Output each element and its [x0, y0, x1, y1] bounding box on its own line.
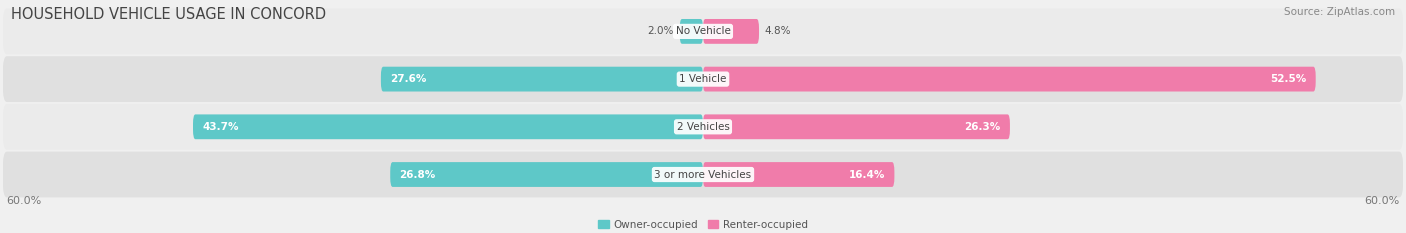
FancyBboxPatch shape [703, 162, 894, 187]
Text: 26.3%: 26.3% [965, 122, 1001, 132]
Legend: Owner-occupied, Renter-occupied: Owner-occupied, Renter-occupied [595, 216, 811, 233]
FancyBboxPatch shape [381, 67, 703, 92]
Text: No Vehicle: No Vehicle [675, 26, 731, 36]
Text: HOUSEHOLD VEHICLE USAGE IN CONCORD: HOUSEHOLD VEHICLE USAGE IN CONCORD [11, 7, 326, 22]
Text: 60.0%: 60.0% [1364, 196, 1400, 206]
Text: 1 Vehicle: 1 Vehicle [679, 74, 727, 84]
FancyBboxPatch shape [703, 19, 759, 44]
Text: 2 Vehicles: 2 Vehicles [676, 122, 730, 132]
Text: 4.8%: 4.8% [765, 26, 792, 36]
FancyBboxPatch shape [703, 67, 1316, 92]
Text: 16.4%: 16.4% [849, 170, 884, 179]
FancyBboxPatch shape [391, 162, 703, 187]
FancyBboxPatch shape [679, 19, 703, 44]
Text: 60.0%: 60.0% [6, 196, 42, 206]
FancyBboxPatch shape [703, 114, 1010, 139]
FancyBboxPatch shape [3, 152, 1403, 197]
Text: 26.8%: 26.8% [399, 170, 436, 179]
FancyBboxPatch shape [193, 114, 703, 139]
FancyBboxPatch shape [3, 8, 1403, 54]
Text: 43.7%: 43.7% [202, 122, 239, 132]
Text: 27.6%: 27.6% [391, 74, 426, 84]
FancyBboxPatch shape [3, 104, 1403, 150]
FancyBboxPatch shape [3, 56, 1403, 102]
Text: 3 or more Vehicles: 3 or more Vehicles [654, 170, 752, 179]
Text: 52.5%: 52.5% [1270, 74, 1306, 84]
Text: 2.0%: 2.0% [647, 26, 673, 36]
Text: Source: ZipAtlas.com: Source: ZipAtlas.com [1284, 7, 1395, 17]
